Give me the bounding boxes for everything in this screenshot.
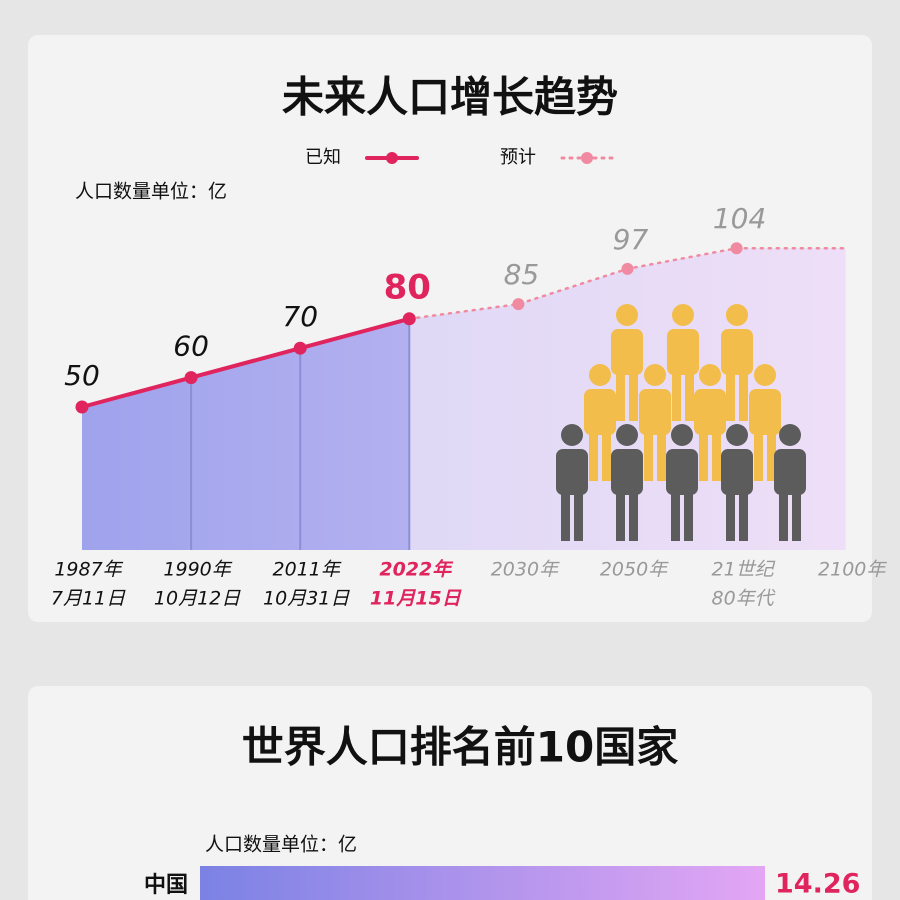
area	[82, 318, 410, 550]
person-body	[749, 389, 781, 435]
x-tick-label: 2050年	[600, 559, 669, 581]
person-leg	[657, 431, 666, 481]
data-label: 104	[713, 202, 766, 235]
x-tick-label: 10月12日	[154, 588, 241, 610]
x-tick-label: 2011年	[273, 559, 342, 581]
person-leg	[767, 431, 776, 481]
person-head	[672, 304, 694, 326]
x-tick-label: 2100年	[818, 559, 887, 581]
person-head	[644, 364, 666, 386]
person-leg	[616, 491, 625, 541]
person-leg	[644, 431, 653, 481]
legend-dot	[581, 152, 593, 164]
person-leg	[779, 491, 788, 541]
person-leg	[616, 371, 625, 421]
person-head	[616, 304, 638, 326]
person-body	[721, 329, 753, 375]
person-leg	[739, 371, 748, 421]
legend-label: 预计	[500, 147, 536, 168]
person-leg	[754, 431, 763, 481]
x-tick-label: 1987年	[54, 559, 123, 581]
person-body	[639, 389, 671, 435]
person-leg	[602, 431, 611, 481]
person-head	[589, 364, 611, 386]
marker	[402, 312, 416, 326]
x-tick-label: 21世纪	[712, 559, 776, 581]
person-head	[754, 364, 776, 386]
marker	[621, 262, 634, 275]
data-label: 70	[282, 300, 318, 333]
person-leg	[712, 431, 721, 481]
person-leg	[574, 491, 583, 541]
legend-label: 已知	[305, 147, 341, 168]
marker	[184, 371, 198, 385]
marker	[730, 242, 743, 255]
person-body	[694, 389, 726, 435]
person-head	[561, 424, 583, 446]
x-tick-label: 11月15日	[370, 588, 462, 610]
person-head	[671, 424, 693, 446]
chart-title: 未来人口增长趋势	[282, 73, 618, 122]
unit-label: 人口数量单位：亿	[205, 834, 357, 856]
person-head	[616, 424, 638, 446]
x-tick-label: 80年代	[712, 588, 776, 610]
data-label: 85	[504, 258, 540, 291]
person-leg	[672, 371, 681, 421]
data-label: 80	[384, 267, 431, 307]
person-body	[611, 329, 643, 375]
person-body	[667, 329, 699, 375]
person-leg	[629, 371, 638, 421]
person-leg	[699, 431, 708, 481]
person-body	[666, 449, 698, 495]
person-body	[584, 389, 616, 435]
marker	[75, 400, 89, 414]
data-label: 50	[64, 359, 100, 392]
x-tick-label: 1990年	[163, 559, 232, 581]
bar	[200, 866, 765, 900]
person-leg	[589, 431, 598, 481]
person-leg	[685, 371, 694, 421]
x-tick-label: 2022年	[379, 559, 454, 581]
legend-dot	[386, 152, 398, 164]
card	[28, 686, 872, 900]
person-head	[699, 364, 721, 386]
people-illustration	[556, 304, 806, 541]
marker	[293, 341, 307, 355]
series-line	[80, 316, 412, 409]
person-leg	[629, 491, 638, 541]
x-tick-label: 2030年	[491, 559, 560, 581]
marker	[512, 298, 525, 311]
y-tick-label: 中国	[144, 873, 188, 898]
person-body	[611, 449, 643, 495]
person-leg	[726, 371, 735, 421]
person-leg	[671, 491, 680, 541]
unit-label: 人口数量单位：亿	[75, 181, 227, 203]
person-head	[726, 424, 748, 446]
person-body	[556, 449, 588, 495]
data-label: 60	[173, 330, 209, 363]
person-body	[774, 449, 806, 495]
person-head	[726, 304, 748, 326]
person-leg	[792, 491, 801, 541]
person-leg	[684, 491, 693, 541]
person-body	[721, 449, 753, 495]
x-tick-label: 10月31日	[263, 588, 350, 610]
person-leg	[726, 491, 735, 541]
person-leg	[561, 491, 570, 541]
person-head	[779, 424, 801, 446]
x-tick-label: 7月11日	[51, 588, 126, 610]
chart-title: 世界人口排名前10国家	[242, 723, 678, 772]
data-label: 97	[613, 223, 649, 256]
data-label: 14.26	[775, 869, 860, 900]
person-leg	[739, 491, 748, 541]
